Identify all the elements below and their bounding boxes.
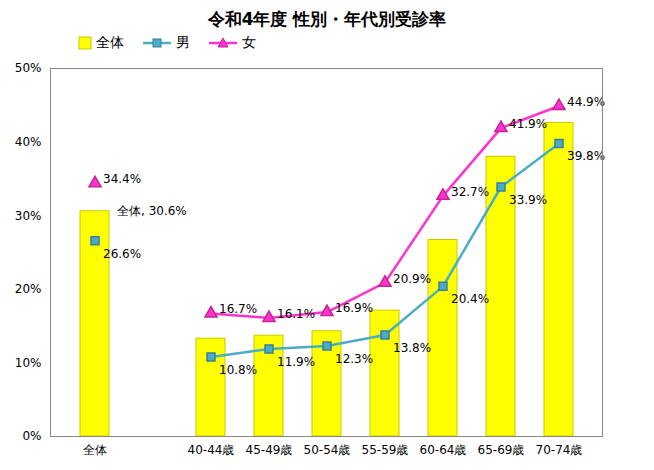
svg-text:12.3%: 12.3% [335,352,373,366]
svg-text:全体: 全体 [83,443,107,457]
html-text:全体: 全体 [96,34,124,50]
svg-text:11.9%: 11.9% [277,355,315,369]
svg-text:32.7%: 32.7% [451,185,489,199]
svg-text:45-49歳: 45-49歳 [246,443,293,457]
svg-text:20%: 20% [15,282,42,296]
svg-text:34.4%: 34.4% [103,172,141,186]
svg-text:39.8%: 39.8% [567,149,605,163]
svg-text:40%: 40% [15,135,42,149]
svg-text:41.9%: 41.9% [509,117,547,131]
svg-text:60-64歳: 60-64歳 [420,443,467,457]
svg-text:55-59歳: 55-59歳 [362,443,409,457]
svg-text:20.4%: 20.4% [451,292,489,306]
svg-text:40-44歳: 40-44歳 [188,443,235,457]
svg-text:30%: 30% [15,209,42,223]
svg-text:16.1%: 16.1% [277,307,315,321]
svg-text:13.8%: 13.8% [393,341,431,355]
html-text:女: 女 [242,34,256,50]
svg-text:26.6%: 26.6% [103,247,141,261]
html-text:令和4年度 性別・年代別受診率: 令和4年度 性別・年代別受診率 [207,9,447,29]
svg-text:44.9%: 44.9% [567,95,605,109]
svg-text:16.7%: 16.7% [219,302,257,316]
svg-text:0%: 0% [22,429,41,443]
svg-text:70-74歳: 70-74歳 [536,443,583,457]
html-text:男: 男 [176,34,190,50]
svg-text:全体, 30.6%: 全体, 30.6% [117,204,187,218]
svg-text:65-69歳: 65-69歳 [478,443,525,457]
svg-text:33.9%: 33.9% [509,193,547,207]
svg-text:10%: 10% [15,356,42,370]
svg-text:16.9%: 16.9% [335,301,373,315]
svg-text:50-54歳: 50-54歳 [304,443,351,457]
svg-text:10.8%: 10.8% [219,363,257,377]
svg-text:20.9%: 20.9% [393,272,431,286]
svg-text:50%: 50% [15,61,42,75]
